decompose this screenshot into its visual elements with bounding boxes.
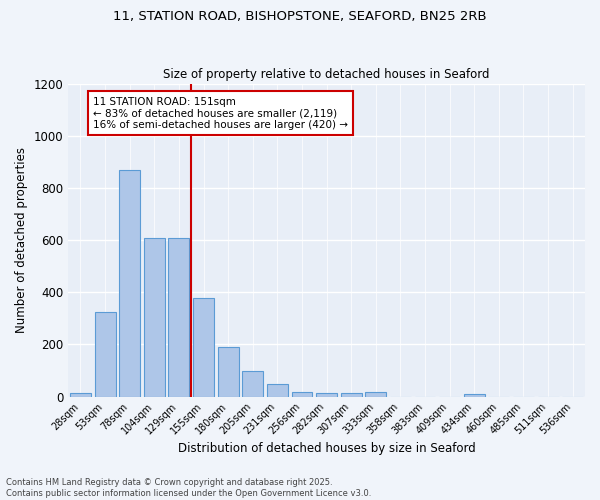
Text: 11, STATION ROAD, BISHOPSTONE, SEAFORD, BN25 2RB: 11, STATION ROAD, BISHOPSTONE, SEAFORD, …: [113, 10, 487, 23]
Bar: [95, 312, 116, 396]
Title: Size of property relative to detached houses in Seaford: Size of property relative to detached ho…: [163, 68, 490, 81]
Bar: [169, 238, 190, 396]
Bar: [365, 392, 386, 396]
X-axis label: Distribution of detached houses by size in Seaford: Distribution of detached houses by size …: [178, 442, 475, 455]
Text: 11 STATION ROAD: 151sqm
← 83% of detached houses are smaller (2,119)
16% of semi: 11 STATION ROAD: 151sqm ← 83% of detache…: [93, 96, 348, 130]
Text: Contains HM Land Registry data © Crown copyright and database right 2025.
Contai: Contains HM Land Registry data © Crown c…: [6, 478, 371, 498]
Bar: [341, 393, 362, 396]
Bar: [242, 370, 263, 396]
Bar: [70, 393, 91, 396]
Y-axis label: Number of detached properties: Number of detached properties: [15, 147, 28, 333]
Bar: [119, 170, 140, 396]
Bar: [218, 347, 239, 397]
Bar: [267, 384, 288, 396]
Bar: [316, 393, 337, 396]
Bar: [193, 298, 214, 396]
Bar: [144, 238, 165, 396]
Bar: [464, 394, 485, 396]
Bar: [292, 392, 313, 396]
